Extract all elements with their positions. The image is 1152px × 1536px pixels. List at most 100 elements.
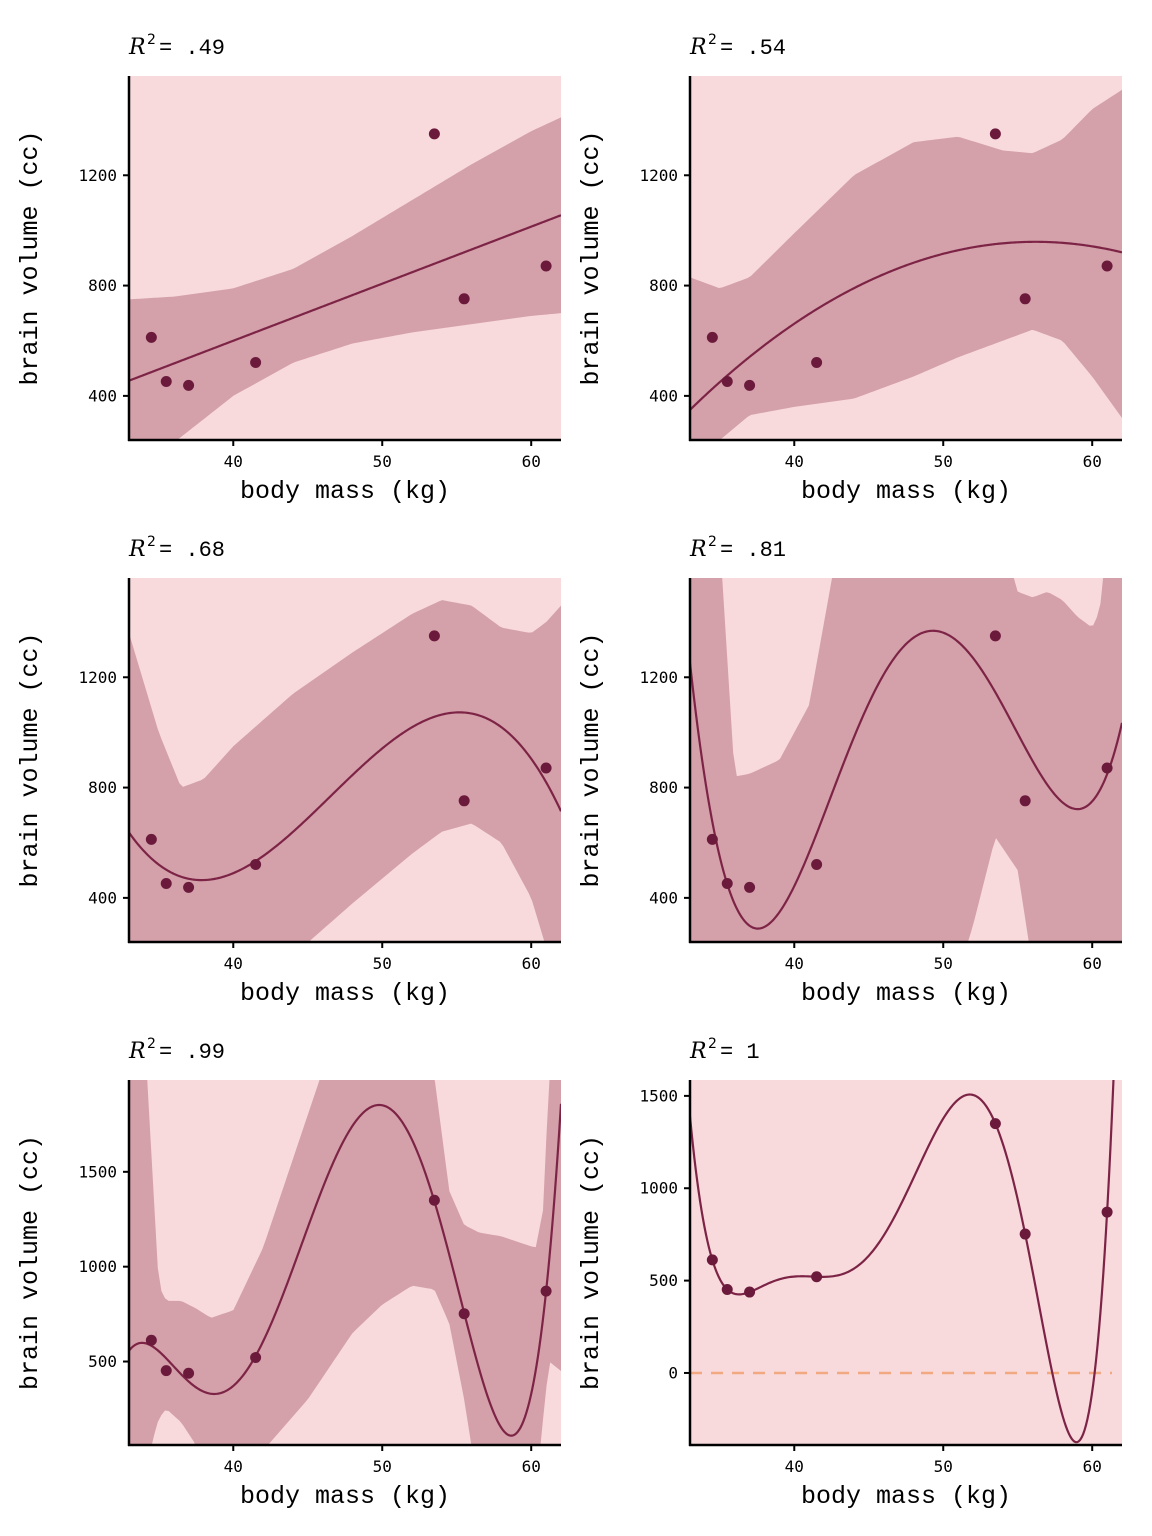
x-tick-label: 50 [934,954,953,973]
y-axis-label: brain volume (cc) [16,632,45,887]
y-axis-label: brain volume (cc) [577,1135,606,1390]
title-superscript: 2 [708,1036,717,1052]
y-axis-label: brain volume (cc) [16,130,45,385]
x-tick-label: 60 [1083,954,1102,973]
interval-band [690,578,1122,942]
data-point [250,1352,262,1364]
y-axis-label: brain volume (cc) [577,632,606,887]
fit-line [129,1103,561,1437]
y-tick-label: 0 [668,1363,678,1382]
data-point [721,376,733,388]
plot-area [690,1080,1115,1444]
data-point [811,859,823,871]
fit-line [690,1080,1115,1444]
data-point [428,630,440,642]
data-point [540,1285,552,1297]
data-point [183,379,195,391]
data-point [183,1367,195,1379]
data-point [458,1308,470,1320]
data-point [706,331,718,343]
data-point [145,331,157,343]
title-superscript: 2 [147,1036,156,1052]
data-point [989,630,1001,642]
title-value: = .81 [720,538,786,563]
data-point [250,357,262,369]
data-point [1019,795,1031,807]
data-point [811,1271,823,1283]
data-point [183,881,195,893]
x-tick-label: 60 [1083,1457,1102,1476]
data-point [744,881,756,893]
data-point [458,293,470,305]
title-value: = 1 [720,1040,760,1065]
x-axis-label: body mass (kg) [801,477,1011,506]
x-tick-label: 40 [785,954,804,973]
title-r-symbol: R [128,1039,146,1064]
data-point [160,376,172,388]
data-point [250,859,262,871]
title-value: = .54 [720,36,786,61]
x-axis-label: body mass (kg) [801,1482,1011,1511]
title-superscript: 2 [147,32,156,48]
data-point [160,878,172,890]
x-tick-label: 50 [934,1457,953,1476]
data-point [721,878,733,890]
interval-band [129,600,561,942]
y-axis-label: brain volume (cc) [16,1135,45,1390]
plot-area [690,578,1122,942]
x-tick-label: 60 [1083,452,1102,471]
data-point [145,1334,157,1346]
data-point [1101,260,1113,272]
data-point [706,833,718,845]
y-tick-label: 1200 [639,668,678,687]
y-axis-label: brain volume (cc) [577,130,606,385]
y-tick-label: 800 [649,276,678,295]
panel-title: R 2 = 1 [689,1036,760,1065]
x-tick-label: 50 [373,452,392,471]
data-point [160,1365,172,1377]
title-r-symbol: R [689,537,707,562]
y-tick-label: 500 [88,1352,117,1371]
plot-area [129,117,561,440]
panel-title: R 2 = .81 [689,534,786,563]
x-tick-label: 40 [785,1457,804,1476]
x-tick-label: 40 [224,954,243,973]
x-tick-label: 60 [522,1457,541,1476]
plot-area [690,89,1122,440]
data-point [744,1286,756,1298]
y-tick-label: 1000 [639,1179,678,1198]
panel-title: R 2 = .54 [689,32,786,61]
x-axis-label: body mass (kg) [240,477,450,506]
data-point [706,1254,718,1266]
title-r-symbol: R [689,1039,707,1064]
data-point [744,379,756,391]
x-axis-label: body mass (kg) [240,979,450,1008]
fit-line [129,711,561,882]
title-r-symbol: R [689,35,707,60]
title-value: = .68 [159,538,225,563]
data-point [540,260,552,272]
x-tick-label: 50 [373,954,392,973]
y-tick-label: 400 [88,888,117,907]
x-tick-label: 40 [224,452,243,471]
data-point [428,1194,440,1206]
x-tick-label: 40 [785,452,804,471]
data-point [1019,1228,1031,1240]
y-tick-label: 800 [88,276,117,295]
title-superscript: 2 [147,534,156,550]
title-value: = .99 [159,1040,225,1065]
fit-line [129,214,561,382]
y-tick-label: 400 [649,888,678,907]
panel-2: 40 50 60 400 800 1200 body mass (kg) brain volu… [577,32,1122,506]
x-tick-label: 40 [224,1457,243,1476]
plot-background-band [690,1080,1122,1445]
data-point [1101,1206,1113,1218]
data-point [145,833,157,845]
panel-6: 40 50 60 0 500 1000 1500 body mass (kg) brain vo… [577,1036,1122,1511]
x-tick-label: 50 [373,1457,392,1476]
y-tick-label: 1200 [78,668,117,687]
fit-line [690,240,1122,411]
data-point [458,795,470,807]
x-tick-label: 60 [522,452,541,471]
y-tick-label: 400 [649,386,678,405]
